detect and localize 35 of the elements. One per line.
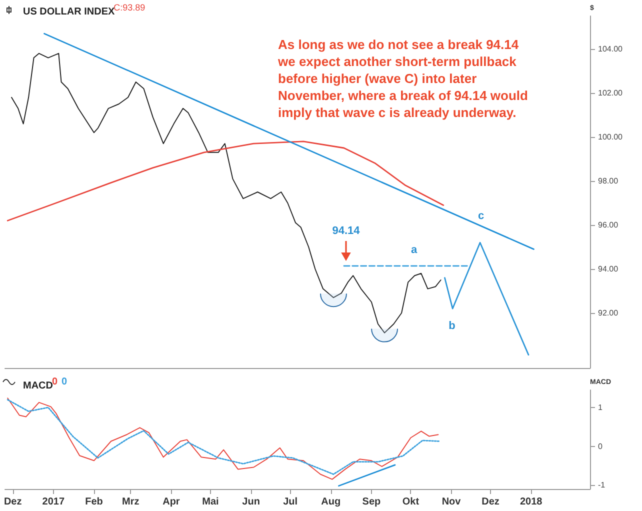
y-tick-label: 0 xyxy=(598,442,603,451)
y-tick-label: 94.00 xyxy=(598,264,619,274)
text: 0 xyxy=(62,376,68,388)
chart-title: US DOLLAR INDEX xyxy=(23,6,115,18)
y-tick-label: 92.00 xyxy=(598,308,619,318)
x-tick-label: Mrz xyxy=(122,496,140,508)
y-tick-label: 100.00 xyxy=(598,132,624,142)
text: C:93.89 xyxy=(114,2,146,12)
annotation: As long as we do not see a break 94.14 we expect another short-term pullback before higher (wave C) into later November, where a break of 94.14 would imply that wave c is already underway. xyxy=(277,37,532,120)
y-tick-label: 96.00 xyxy=(598,220,619,230)
series-label: 0 xyxy=(52,376,58,388)
x-tick-label: Okt xyxy=(402,496,420,508)
y-tick-label: 104.00 xyxy=(598,44,624,54)
y-tick-label: 98.00 xyxy=(598,176,619,186)
annotation: b xyxy=(448,320,456,332)
chart-title: MACD xyxy=(23,380,53,392)
x-tick-label: Jul xyxy=(283,496,298,508)
x-tick-label: Mai xyxy=(202,496,220,508)
x-tick-label: Sep xyxy=(362,496,381,508)
annotation: a xyxy=(410,244,418,256)
annotation: 94.14 xyxy=(332,225,361,237)
x-tick-label: 2018 xyxy=(520,496,543,508)
x-tick-label: Dez xyxy=(482,496,500,508)
x-tick-label: Jun xyxy=(242,496,260,508)
x-tick-label: 2017 xyxy=(42,496,65,508)
y-tick-label: 102.00 xyxy=(598,88,624,98)
y-tick-label: 1 xyxy=(598,402,603,412)
x-tick-label: Aug xyxy=(321,496,341,508)
annotation: c xyxy=(478,210,484,222)
x-tick-label: Feb xyxy=(85,496,103,508)
x-tick-label: Apr xyxy=(162,496,180,508)
x-tick-label: Dez xyxy=(4,496,22,508)
line-series xyxy=(6,140,444,222)
x-tick-label: Nov xyxy=(442,496,462,508)
y-tick-label: -1 xyxy=(598,480,606,490)
